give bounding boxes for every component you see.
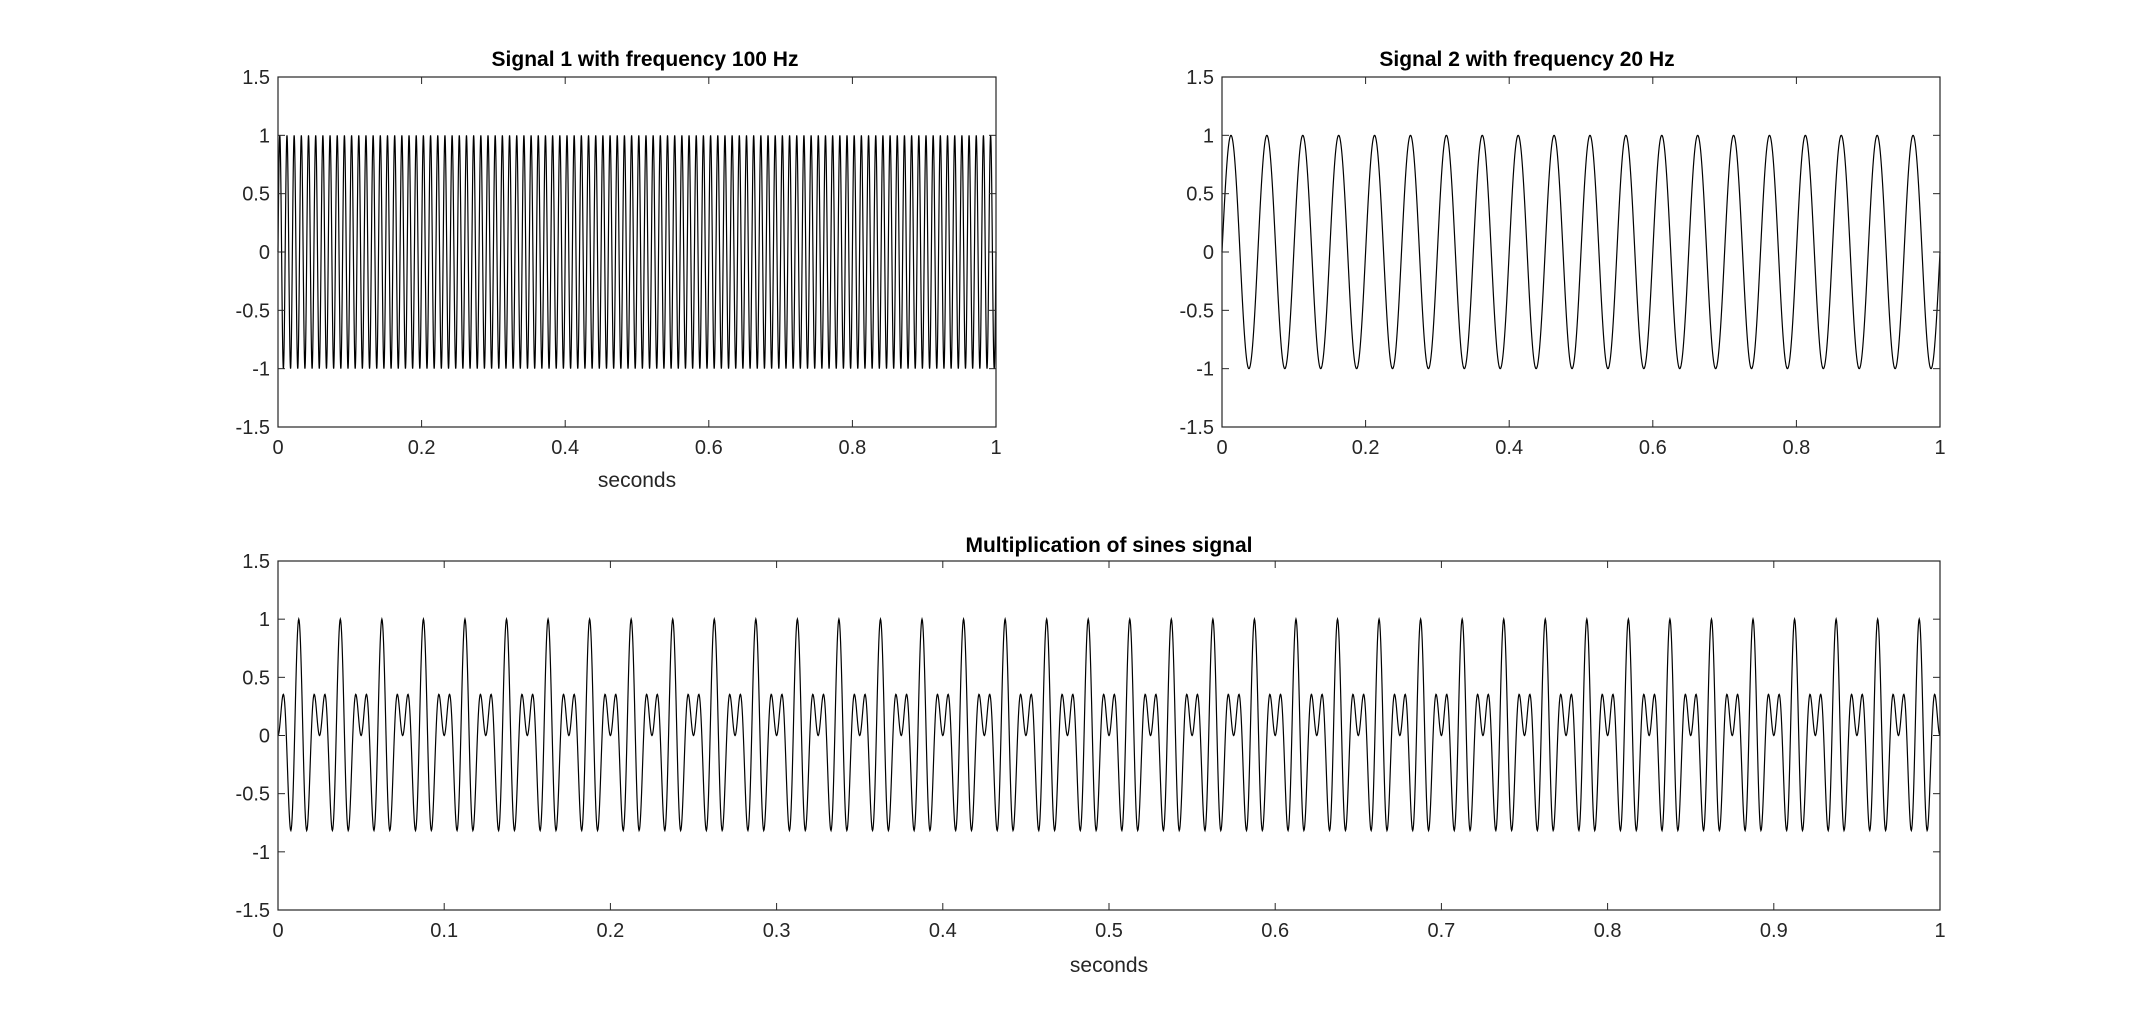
subplot-signal-2: Signal 2 with frequency 20 Hz 0 0.2 0.4 0.6… xyxy=(1180,48,1946,459)
y-tick-label: -1 xyxy=(252,842,270,864)
x-tick-label: 0.7 xyxy=(1427,920,1455,942)
x-tick-label: 0.8 xyxy=(1782,437,1810,459)
x-tick-label: 1 xyxy=(1934,920,1945,942)
x-tick-label: 0 xyxy=(272,920,283,942)
x-tick-label: 0.6 xyxy=(1639,437,1667,459)
y-tick-label: -1 xyxy=(252,359,270,381)
plot-area: 0 0.2 0.4 0.6 0.8 1 -1.5 -1 -0.5 0 0.5 1 1.5 xyxy=(1180,67,1946,459)
x-tick-label: 1 xyxy=(990,437,1001,459)
series-line xyxy=(1221,134,1941,370)
x-tick-label: 0.4 xyxy=(551,437,579,459)
y-tick-label: 1.5 xyxy=(1186,67,1214,89)
subplot-signal-1: Signal 1 with frequency 100 Hz 0 0.2 0.4 0.… xyxy=(236,48,1002,492)
y-tick-label: -0.5 xyxy=(1180,300,1214,322)
x-tick-label: 0.8 xyxy=(1594,920,1622,942)
plot-area: 0 0.1 0.2 0.3 0.4 0.5 0.6 0.7 0.8 0.9 1 -1.5 -1 -0.5 0… xyxy=(236,551,1946,942)
chart-title: Multiplication of sines signal xyxy=(965,534,1252,557)
x-tick-label: 0.6 xyxy=(695,437,723,459)
y-tick-label: -1.5 xyxy=(1180,417,1214,439)
x-tick-label: 0.1 xyxy=(430,920,458,942)
plot-area: 0 0.2 0.4 0.6 0.8 1 -1.5 -1 -0.5 0 0.5 1 1.5 xyxy=(236,67,1002,459)
chart-title: Signal 1 with frequency 100 Hz xyxy=(492,48,799,71)
series-line xyxy=(277,616,1941,833)
x-tick-label: 0.2 xyxy=(408,437,436,459)
x-tick-label: 0.2 xyxy=(1352,437,1380,459)
x-axis-label: seconds xyxy=(598,469,676,492)
x-axis-label: seconds xyxy=(1070,954,1148,977)
x-tick-label: 0 xyxy=(272,437,283,459)
y-tick-label: -0.5 xyxy=(236,300,270,322)
x-tick-label: 0.4 xyxy=(1495,437,1523,459)
x-tick-label: 0 xyxy=(1216,437,1227,459)
y-tick-label: 0 xyxy=(1203,242,1214,264)
y-tick-label: 1.5 xyxy=(242,551,270,573)
x-tick-label: 0.3 xyxy=(763,920,791,942)
x-tick-label: 0.6 xyxy=(1261,920,1289,942)
y-tick-label: 1 xyxy=(259,609,270,631)
x-tick-label: 0.8 xyxy=(838,437,866,459)
chart-title: Signal 2 with frequency 20 Hz xyxy=(1379,48,1674,71)
y-tick-label: 0.5 xyxy=(1186,184,1214,206)
y-tick-label: 1 xyxy=(1203,125,1214,147)
y-tick-label: 1 xyxy=(259,125,270,147)
y-tick-label: 0.5 xyxy=(242,184,270,206)
x-tick-label: 0.4 xyxy=(929,920,957,942)
x-tick-label: 0.5 xyxy=(1095,920,1123,942)
x-tick-label: 1 xyxy=(1934,437,1945,459)
y-tick-label: 0 xyxy=(259,242,270,264)
y-tick-label: -1.5 xyxy=(236,417,270,439)
subplot-multiplication: Multiplication of sines signal 0 0.1 0.2 0.… xyxy=(236,534,1946,977)
y-tick-label: -1 xyxy=(1196,359,1214,381)
y-tick-label: -1.5 xyxy=(236,900,270,922)
y-tick-label: 1.5 xyxy=(242,67,270,89)
y-tick-label: 0 xyxy=(259,726,270,748)
series-line xyxy=(277,135,997,369)
x-tick-label: 0.9 xyxy=(1760,920,1788,942)
y-tick-label: -0.5 xyxy=(236,784,270,806)
x-tick-label: 0.2 xyxy=(596,920,624,942)
y-tick-label: 0.5 xyxy=(242,667,270,689)
